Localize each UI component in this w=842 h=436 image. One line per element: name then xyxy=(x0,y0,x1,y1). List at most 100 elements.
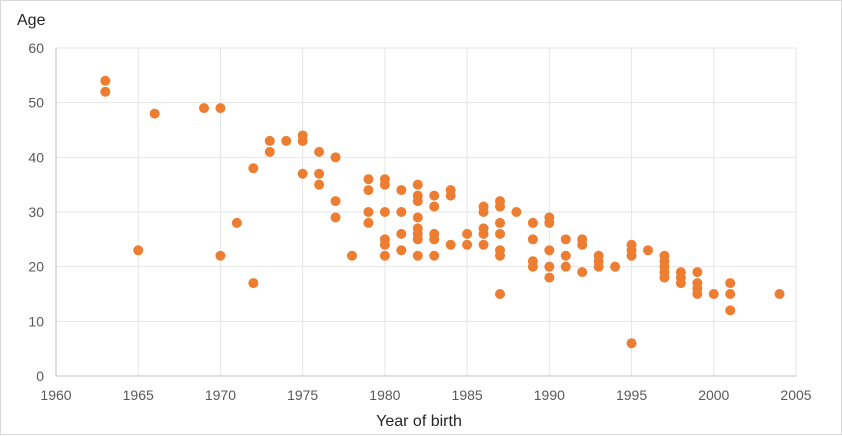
data-point xyxy=(100,75,111,86)
x-tick-label: 2005 xyxy=(780,387,811,403)
data-point xyxy=(248,163,259,174)
data-point xyxy=(577,267,588,278)
data-point xyxy=(330,212,341,223)
x-tick-label: 1970 xyxy=(205,387,236,403)
x-tick-label: 1960 xyxy=(40,387,71,403)
data-point xyxy=(495,289,505,299)
data-point xyxy=(560,261,571,272)
data-point xyxy=(215,103,226,114)
x-axis-title: Year of birth xyxy=(376,413,462,430)
x-tick-label: 1965 xyxy=(123,387,154,403)
data-point xyxy=(264,146,275,157)
data-point xyxy=(396,245,407,256)
data-point xyxy=(527,217,538,228)
data-point xyxy=(429,234,440,245)
data-point xyxy=(133,245,144,256)
data-point xyxy=(429,201,440,212)
data-point xyxy=(527,234,538,245)
tick-layer: 0 10 20 30 40 50 60 1960 1965 1970 1975 1980 1985 199… xyxy=(28,40,811,403)
y-tick-label: 50 xyxy=(28,95,44,111)
data-point xyxy=(725,289,736,299)
data-point xyxy=(199,103,209,114)
data-point xyxy=(445,190,456,201)
data-point xyxy=(659,272,670,283)
y-tick-label: 30 xyxy=(28,204,44,220)
data-point xyxy=(379,250,390,261)
data-point xyxy=(412,212,423,223)
data-point xyxy=(725,278,736,289)
data-point xyxy=(379,239,390,250)
x-tick-label: 1995 xyxy=(616,387,647,403)
data-point xyxy=(264,135,275,146)
data-point xyxy=(495,250,505,261)
data-point xyxy=(314,179,325,190)
data-point xyxy=(544,217,555,228)
data-point xyxy=(363,207,374,217)
data-point xyxy=(593,261,604,272)
y-tick-label: 60 xyxy=(28,40,44,56)
x-tick-label: 2000 xyxy=(698,387,729,403)
data-point xyxy=(396,185,407,196)
data-point xyxy=(231,217,242,228)
data-point xyxy=(626,338,637,349)
data-point xyxy=(692,267,703,278)
data-point xyxy=(330,196,341,207)
data-point xyxy=(100,86,111,97)
data-point xyxy=(692,289,703,299)
data-point xyxy=(495,228,505,239)
data-point xyxy=(281,135,292,146)
data-point xyxy=(774,289,785,299)
data-point xyxy=(330,152,341,163)
data-point xyxy=(511,207,522,217)
y-tick-label: 40 xyxy=(28,149,44,165)
data-point xyxy=(495,201,505,212)
data-point xyxy=(643,245,653,256)
data-point xyxy=(478,228,489,239)
data-point xyxy=(396,228,407,239)
data-point xyxy=(314,146,325,157)
data-point xyxy=(347,250,357,261)
data-point xyxy=(297,168,308,179)
axis-layer xyxy=(55,48,796,377)
point-layer xyxy=(100,75,785,349)
data-point xyxy=(314,168,325,179)
data-point xyxy=(149,108,160,119)
x-tick-label: 1975 xyxy=(287,387,318,403)
data-point xyxy=(396,207,407,217)
data-point xyxy=(412,234,423,245)
data-point xyxy=(412,179,423,190)
data-point xyxy=(725,305,736,316)
data-point xyxy=(248,278,259,289)
data-point xyxy=(429,190,440,201)
data-point xyxy=(412,250,423,261)
data-point xyxy=(429,250,440,261)
data-point xyxy=(560,234,571,245)
data-point xyxy=(363,217,374,228)
data-point xyxy=(379,179,390,190)
data-point xyxy=(445,239,456,250)
data-point xyxy=(297,135,308,146)
data-point xyxy=(544,272,555,283)
data-point xyxy=(675,278,686,289)
data-point xyxy=(478,239,489,250)
data-point xyxy=(626,250,637,261)
data-point xyxy=(412,196,423,207)
data-point xyxy=(544,261,555,272)
x-tick-label: 1990 xyxy=(534,387,565,403)
grid-layer xyxy=(56,47,797,376)
data-point xyxy=(610,261,621,272)
data-point xyxy=(379,207,390,217)
y-axis-title: Age xyxy=(17,12,46,29)
data-point xyxy=(363,174,374,185)
data-point xyxy=(215,250,226,261)
data-point xyxy=(363,185,374,196)
y-tick-label: 10 xyxy=(28,313,44,329)
x-tick-label: 1980 xyxy=(369,387,400,403)
x-tick-label: 1985 xyxy=(452,387,483,403)
data-point xyxy=(462,239,473,250)
data-point xyxy=(527,261,538,272)
data-point xyxy=(495,217,505,228)
data-point xyxy=(478,207,489,217)
